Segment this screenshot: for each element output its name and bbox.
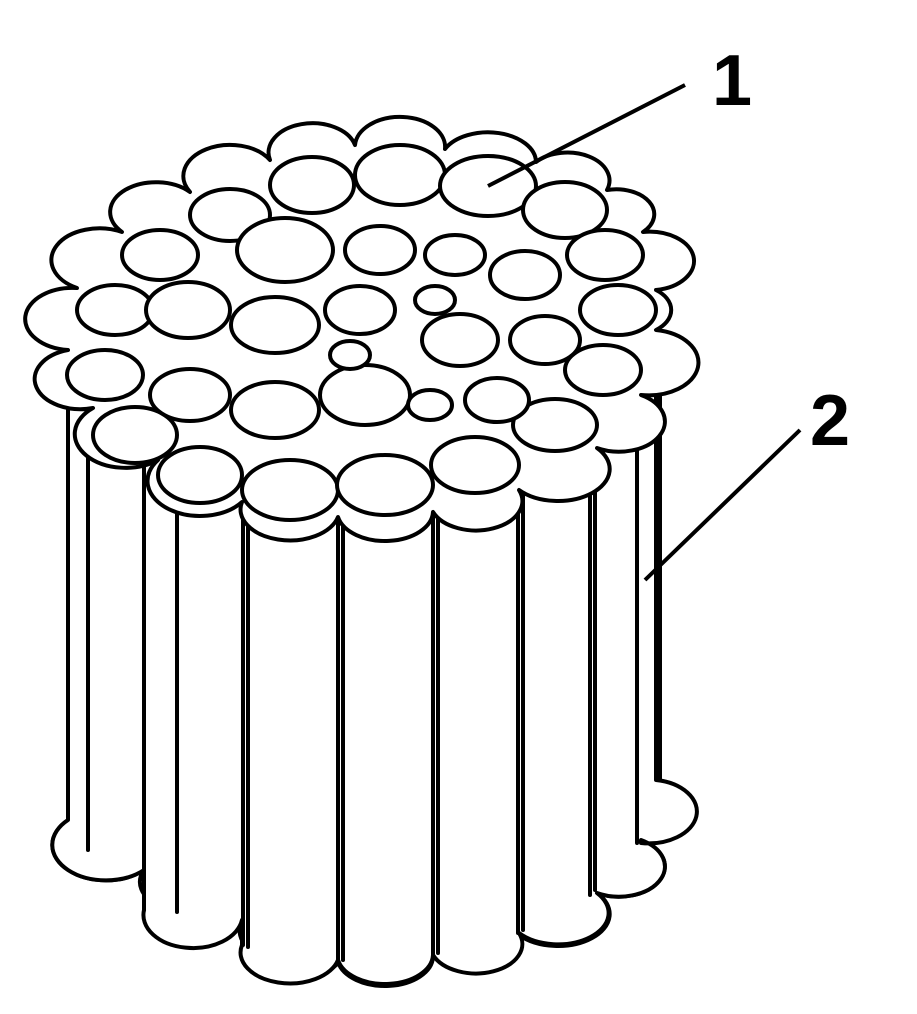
tube-opening (345, 226, 415, 274)
tube-opening (237, 218, 333, 282)
tube-opening (510, 316, 580, 364)
tube-opening (270, 157, 354, 213)
tube-opening (408, 390, 452, 420)
bundle-drawing-svg (0, 0, 917, 1009)
tube-opening (580, 285, 656, 335)
tube-opening (320, 365, 410, 425)
tube-opening (150, 369, 230, 421)
tube-opening (422, 314, 498, 366)
tube-opening (122, 230, 198, 280)
tube-opening (425, 235, 485, 275)
tube-opening (67, 350, 143, 400)
callout-label-2: 2 (810, 380, 850, 462)
tube-opening (231, 382, 319, 438)
tube-opening (242, 460, 338, 520)
tube-opening (77, 285, 153, 335)
callout-label-1: 1 (712, 40, 752, 122)
tube-opening (465, 378, 529, 422)
tube-opening (231, 297, 319, 353)
tube-opening (355, 145, 445, 205)
technical-diagram: 12 (0, 0, 917, 1009)
tube-opening (567, 230, 643, 280)
tube-opening (330, 341, 370, 369)
tube-opening (337, 455, 433, 515)
tube-opening (146, 282, 230, 338)
tube-opening (325, 286, 395, 334)
tube-opening (431, 437, 519, 493)
leader-line (645, 430, 800, 580)
tube-opening (490, 251, 560, 299)
tube-opening (158, 447, 242, 503)
tube-opening (415, 286, 455, 314)
